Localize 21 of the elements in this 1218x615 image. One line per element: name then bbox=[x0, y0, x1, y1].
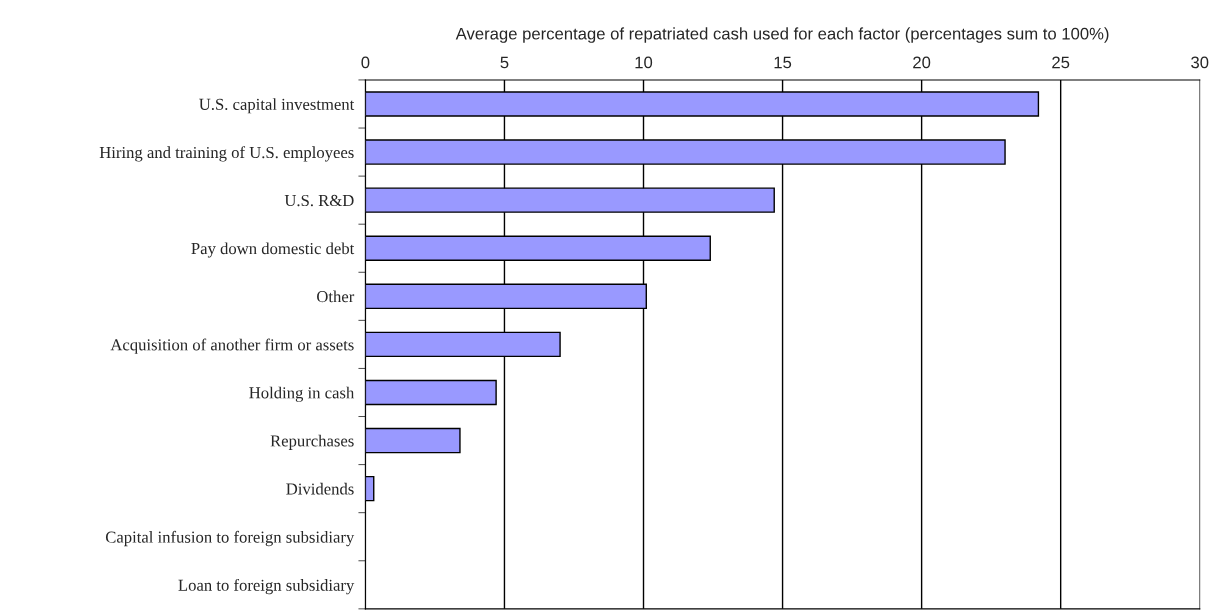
y-tick-label: Hiring and training of U.S. employees bbox=[99, 146, 354, 162]
x-axis-title: Average percentage of repatriated cash used for each factor (percentages sum to 100%) bbox=[455, 27, 1109, 43]
x-tick-label: 20 bbox=[913, 56, 931, 69]
y-tick-label: Capital infusion to foreign subsidiary bbox=[105, 530, 355, 547]
x-tick-label: 15 bbox=[774, 56, 792, 69]
y-tick-label: U.S. capital investment bbox=[199, 98, 355, 114]
bar bbox=[365, 427, 461, 454]
y-tick-label: Loan to foreign subsidiary bbox=[178, 578, 355, 595]
y-tick-label: U.S. R&D bbox=[284, 194, 354, 207]
x-tick-label: 30 bbox=[1191, 56, 1209, 69]
x-tick-label: 0 bbox=[361, 56, 370, 69]
x-tick-label: 25 bbox=[1052, 56, 1070, 69]
y-tick-label: Holding in cash bbox=[249, 386, 355, 402]
bar bbox=[365, 379, 497, 406]
y-tick-label: Acquisition of another firm or assets bbox=[110, 338, 354, 354]
x-tick-label: 10 bbox=[635, 56, 653, 69]
x-tick-label: 5 bbox=[500, 56, 509, 69]
y-tick-label: Pay down domestic debt bbox=[191, 242, 355, 258]
y-tick-label: Dividends bbox=[286, 482, 354, 495]
y-tick-label: Other bbox=[317, 290, 355, 303]
y-tick-label: Repurchases bbox=[270, 434, 354, 450]
